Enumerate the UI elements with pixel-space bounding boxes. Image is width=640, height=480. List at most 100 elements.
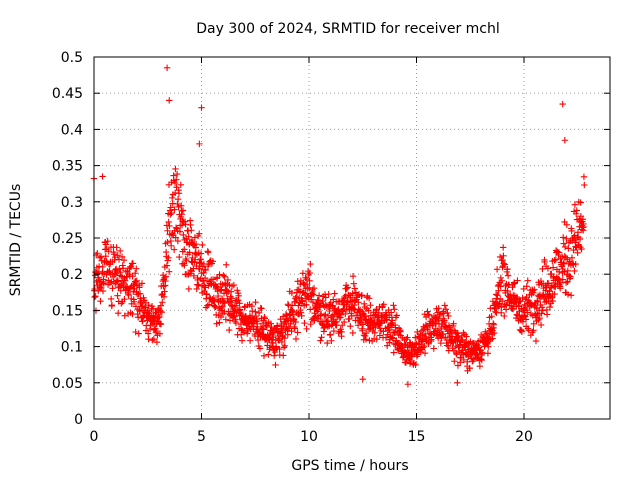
data-point [238, 337, 246, 344]
data-point [303, 301, 310, 308]
data-point [196, 230, 203, 237]
data-point [344, 299, 352, 306]
data-point [390, 349, 397, 356]
data-point [136, 284, 143, 291]
data-point [435, 305, 442, 312]
data-point [431, 319, 439, 327]
data-point [319, 297, 326, 305]
data-point [95, 274, 102, 281]
data-point [567, 273, 574, 280]
data-point [235, 292, 242, 300]
data-point [560, 259, 568, 267]
data-point [568, 227, 575, 235]
data-point [441, 302, 448, 309]
data-point [284, 301, 292, 308]
data-point [352, 297, 359, 305]
data-point [423, 335, 430, 342]
data-point [499, 256, 506, 264]
data-point [237, 310, 244, 317]
data-point [133, 265, 140, 272]
data-point [168, 231, 176, 238]
data-point [367, 302, 374, 309]
data-point [494, 292, 501, 299]
data-point [561, 252, 568, 260]
data-point [347, 322, 354, 330]
data-point [216, 287, 224, 294]
data-point [263, 322, 271, 329]
data-point [171, 206, 178, 213]
data-point [227, 288, 235, 295]
y-tick-label: 0.35 [52, 159, 83, 175]
data-point [498, 298, 506, 305]
data-point [118, 253, 126, 261]
data-point [373, 336, 380, 343]
data-point [261, 315, 268, 322]
data-point [567, 292, 575, 299]
data-point [102, 241, 110, 248]
data-point [552, 256, 559, 263]
data-point [301, 319, 308, 327]
data-point [455, 333, 462, 341]
data-point [548, 294, 556, 301]
data-point [302, 274, 309, 281]
data-point [466, 364, 473, 372]
data-point [321, 324, 328, 331]
data-point [359, 327, 366, 334]
data-point [306, 277, 313, 284]
data-point [157, 320, 165, 328]
data-point [196, 140, 203, 148]
x-axis-label: GPS time / hours [291, 458, 408, 474]
data-point [362, 313, 369, 320]
data-point [307, 260, 314, 268]
data-point [149, 336, 156, 344]
data-point [172, 165, 179, 173]
data-point [174, 195, 182, 203]
data-point [157, 302, 165, 309]
data-point [193, 285, 200, 293]
data-point [421, 349, 429, 357]
data-point [176, 253, 183, 261]
data-point [521, 313, 529, 320]
data-point [230, 281, 238, 289]
data-point [361, 332, 369, 340]
data-point [543, 311, 551, 318]
data-point [210, 294, 218, 302]
data-point [549, 264, 557, 271]
data-point [113, 244, 120, 251]
data-point [303, 325, 310, 333]
data-point [212, 303, 219, 311]
data-point [163, 262, 171, 269]
data-point [116, 247, 124, 255]
data-point [166, 222, 173, 230]
data-point [430, 329, 437, 337]
data-point [489, 335, 496, 342]
data-point [310, 285, 318, 292]
data-point [222, 316, 230, 323]
data-point [234, 287, 241, 294]
data-point [191, 234, 199, 241]
data-point [454, 329, 461, 337]
data-point [523, 283, 530, 290]
data-point [344, 284, 351, 291]
data-point [187, 221, 194, 229]
data-point [464, 358, 471, 366]
data-point [335, 306, 342, 313]
data-point [138, 280, 146, 287]
data-point [544, 265, 552, 272]
data-point [514, 277, 521, 284]
data-point [412, 361, 419, 369]
data-point [420, 344, 427, 351]
data-point [571, 267, 578, 275]
data-point [365, 307, 372, 314]
data-point [490, 321, 497, 328]
data-point [168, 209, 175, 217]
data-point [546, 303, 554, 311]
data-point [559, 100, 566, 108]
data-point [317, 337, 324, 344]
data-point [246, 337, 254, 344]
data-point [498, 303, 505, 311]
data-point [132, 328, 139, 336]
data-point [213, 320, 220, 327]
data-point [339, 322, 346, 329]
data-point [559, 276, 566, 283]
